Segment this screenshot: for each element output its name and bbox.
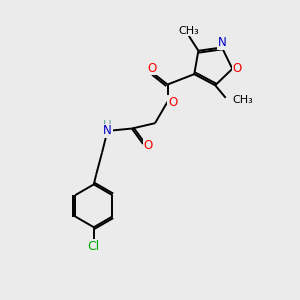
- Text: N: N: [218, 36, 227, 49]
- Text: H: H: [103, 119, 112, 132]
- Text: O: O: [168, 96, 177, 109]
- Text: CH₃: CH₃: [178, 26, 199, 35]
- Text: O: O: [147, 62, 156, 75]
- Text: N: N: [103, 124, 112, 137]
- Text: Cl: Cl: [88, 240, 100, 253]
- Text: O: O: [144, 139, 153, 152]
- Text: O: O: [233, 62, 242, 75]
- Text: CH₃: CH₃: [232, 95, 253, 105]
